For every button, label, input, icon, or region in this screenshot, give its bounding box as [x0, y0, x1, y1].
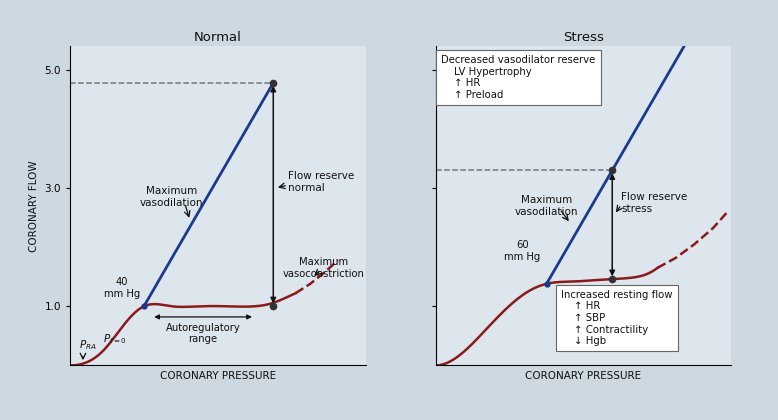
X-axis label: CORONARY PRESSURE: CORONARY PRESSURE [525, 371, 642, 381]
Text: 40
mm Hg: 40 mm Hg [103, 277, 140, 299]
Title: Normal: Normal [194, 31, 242, 44]
X-axis label: CORONARY PRESSURE: CORONARY PRESSURE [159, 371, 276, 381]
Text: $P_{RA}$: $P_{RA}$ [79, 339, 97, 352]
Y-axis label: CORONARY FLOW: CORONARY FLOW [29, 160, 39, 252]
Text: Decreased vasodilator reserve
    LV Hypertrophy
    ↑ HR
    ↑ Preload: Decreased vasodilator reserve LV Hypertr… [441, 55, 595, 100]
Text: Flow reserve
stress: Flow reserve stress [622, 192, 688, 214]
Text: Maximum
vasoconstriction: Maximum vasoconstriction [282, 257, 364, 278]
Text: 60
mm Hg: 60 mm Hg [504, 240, 541, 262]
Text: Increased resting flow
    ↑ HR
    ↑ SBP
    ↑ Contractility
    ↓ Hgb: Increased resting flow ↑ HR ↑ SBP ↑ Cont… [562, 290, 673, 346]
Text: Flow reserve
normal: Flow reserve normal [288, 171, 354, 193]
Title: Stress: Stress [563, 31, 604, 44]
Text: Autoregulatory
range: Autoregulatory range [166, 323, 240, 344]
Text: Maximum
vasodilation: Maximum vasodilation [515, 195, 578, 217]
Text: $P_{f=0}$: $P_{f=0}$ [103, 333, 127, 346]
Text: Maximum
vasodilation: Maximum vasodilation [140, 186, 203, 208]
